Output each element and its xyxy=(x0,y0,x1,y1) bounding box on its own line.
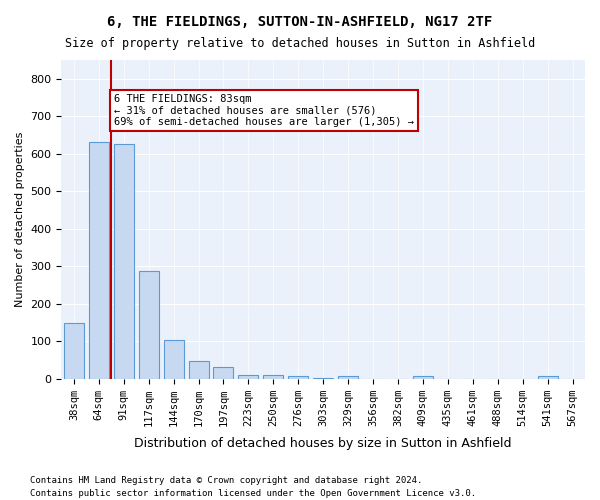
Bar xyxy=(89,142,109,378)
Bar xyxy=(338,376,358,378)
Bar xyxy=(214,368,233,378)
Bar xyxy=(413,376,433,378)
Bar xyxy=(188,361,209,378)
Text: 6 THE FIELDINGS: 83sqm
← 31% of detached houses are smaller (576)
69% of semi-de: 6 THE FIELDINGS: 83sqm ← 31% of detached… xyxy=(114,94,414,127)
Y-axis label: Number of detached properties: Number of detached properties xyxy=(15,132,25,307)
Text: Contains public sector information licensed under the Open Government Licence v3: Contains public sector information licen… xyxy=(30,488,476,498)
Text: 6, THE FIELDINGS, SUTTON-IN-ASHFIELD, NG17 2TF: 6, THE FIELDINGS, SUTTON-IN-ASHFIELD, NG… xyxy=(107,15,493,29)
Bar xyxy=(164,340,184,378)
Bar xyxy=(64,323,84,378)
Bar xyxy=(263,374,283,378)
Bar xyxy=(288,376,308,378)
Bar xyxy=(139,270,158,378)
Bar xyxy=(238,374,259,378)
X-axis label: Distribution of detached houses by size in Sutton in Ashfield: Distribution of detached houses by size … xyxy=(134,437,512,450)
Text: Size of property relative to detached houses in Sutton in Ashfield: Size of property relative to detached ho… xyxy=(65,38,535,51)
Bar xyxy=(538,376,557,378)
Bar xyxy=(114,144,134,378)
Text: Contains HM Land Registry data © Crown copyright and database right 2024.: Contains HM Land Registry data © Crown c… xyxy=(30,476,422,485)
